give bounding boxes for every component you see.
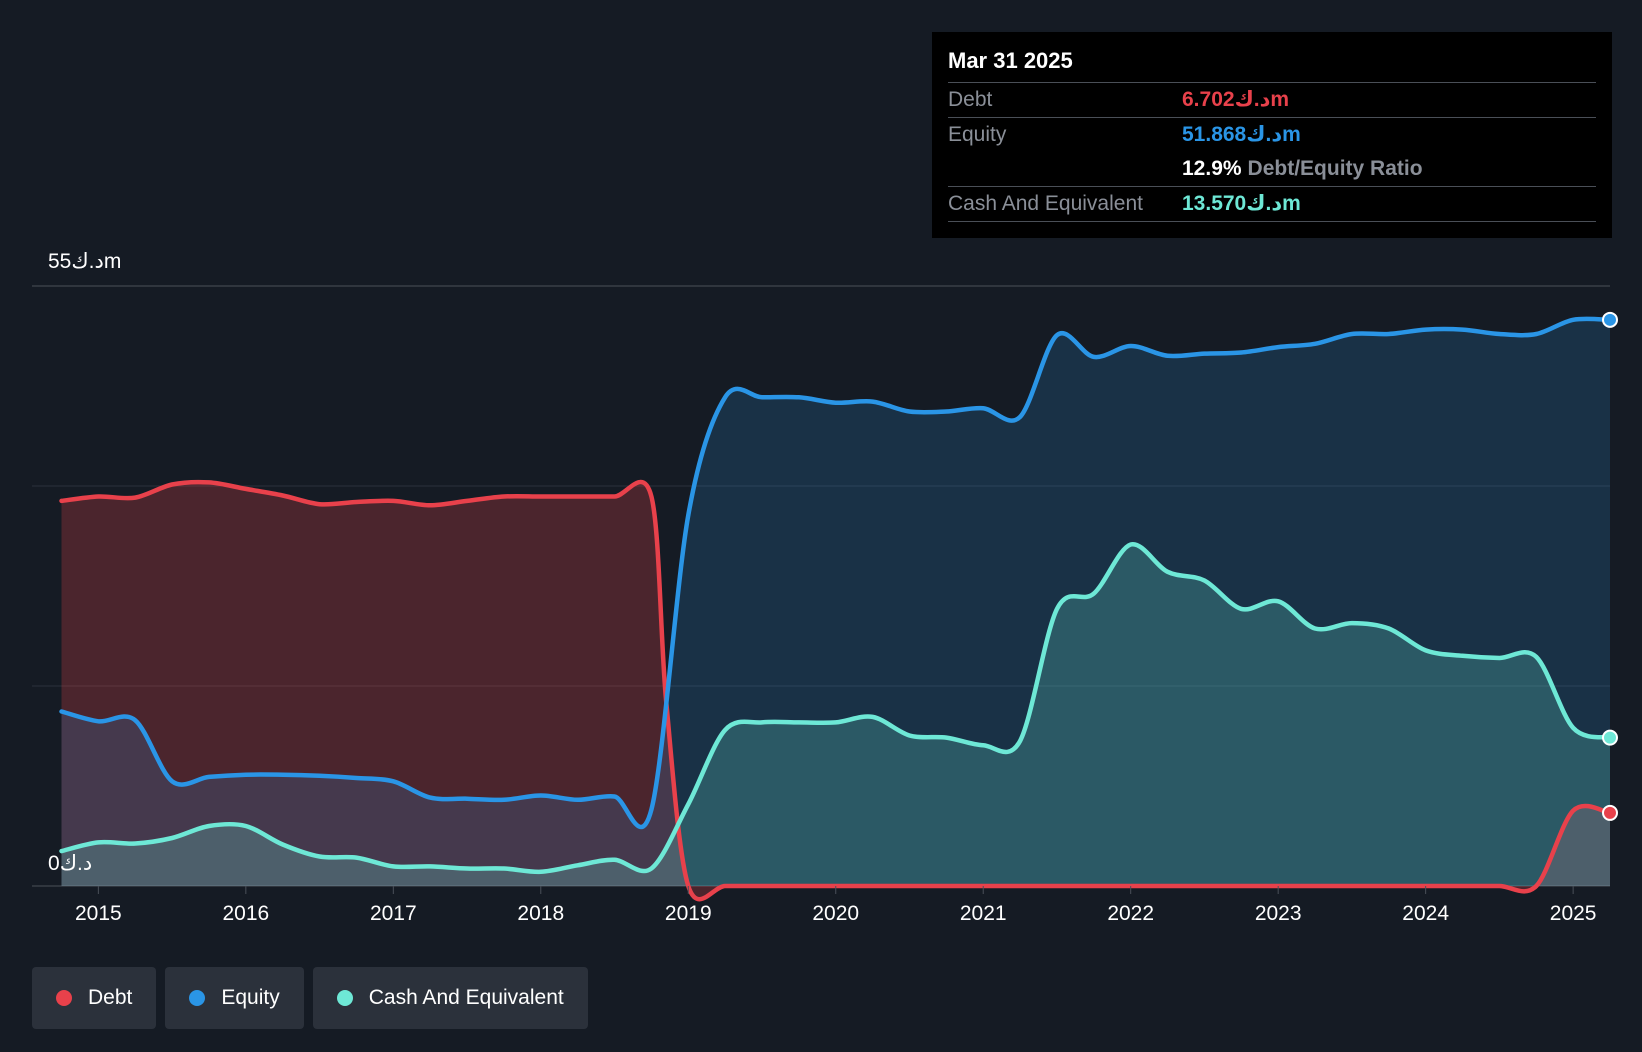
legend-equity-dot: [189, 990, 206, 1006]
chart-lines: [59, 316, 1613, 902]
tooltip-panel: Mar 31 2025 Debt 6.702د.كm Equity 51.868…: [932, 32, 1612, 238]
x-tick-label: 2020: [812, 902, 859, 925]
x-tick-label: 2021: [960, 902, 1007, 925]
x-tick-label: 2015: [75, 902, 122, 925]
tooltip-equity-row: Equity 51.868د.كm: [948, 118, 1596, 152]
chart-areas: [61, 318, 1610, 900]
equity-endpoint: [1602, 311, 1618, 328]
plot-background: [32, 286, 1610, 886]
equity-area: [61, 318, 1610, 886]
debt-area: [61, 482, 1610, 900]
tooltip-date: Mar 31 2025: [948, 46, 1596, 83]
tooltip-cash-value: 13.570د.كm: [1182, 192, 1301, 215]
chart-legend: Debt Equity Cash And Equivalent: [32, 967, 588, 1029]
legend-item-cash[interactable]: Cash And Equivalent: [312, 967, 588, 1029]
series-endpoints: [1602, 311, 1618, 821]
legend-cash-dot: [336, 990, 353, 1006]
x-tick-label: 2016: [222, 902, 269, 925]
x-tick-label: 2017: [370, 902, 417, 925]
tooltip-cash-label: Cash And Equivalent: [948, 192, 1143, 215]
tooltip-debt-value: 6.702د.كm: [1182, 88, 1290, 111]
x-tick-label: 2024: [1402, 902, 1449, 925]
tooltip-debt-label: Debt: [948, 88, 993, 111]
x-axis-ticks: 2015 2016 2017 2018 2019 2020 2021 2022 2023 2024…: [75, 886, 1596, 925]
legend-item-equity[interactable]: Equity: [165, 967, 304, 1029]
tooltip-equity-label: Equity: [948, 123, 1007, 146]
tooltip-ratio-row: 12.9% Debt/Equity Ratio: [948, 152, 1596, 187]
tooltip-ratio-label: Debt/Equity Ratio: [1247, 157, 1423, 180]
legend-equity-label: Equity: [221, 986, 280, 1009]
y-axis-bottom-label: 0د.ك: [48, 852, 93, 875]
debt-endpoint: [1602, 804, 1618, 821]
legend-item-debt[interactable]: Debt: [32, 967, 157, 1029]
x-tick-label: 2019: [665, 902, 712, 925]
tooltip-ratio: 12.9% Debt/Equity Ratio: [1182, 152, 1423, 186]
tooltip-cash-row: Cash And Equivalent 13.570د.كm: [948, 187, 1596, 222]
debt-line: [59, 479, 1613, 902]
cash-endpoint: [1602, 729, 1618, 746]
x-tick-label: 2025: [1550, 902, 1597, 925]
x-tick-label: 2023: [1255, 902, 1302, 925]
legend-debt-label: Debt: [88, 986, 133, 1009]
x-tick-label: 2022: [1107, 902, 1154, 925]
cash-line: [59, 542, 1613, 875]
tooltip-ratio-value: 12.9%: [1182, 157, 1242, 180]
equity-line: [59, 316, 1613, 830]
legend-debt-dot: [56, 990, 72, 1006]
y-axis-top-label: 55د.كm: [48, 250, 122, 273]
tooltip-equity-value: 51.868د.كm: [1182, 123, 1301, 146]
x-tick-label: 2018: [517, 902, 564, 925]
legend-cash-label: Cash And Equivalent: [368, 986, 564, 1009]
chart-grid: [32, 285, 1610, 887]
cash-area: [61, 544, 1610, 886]
tooltip-debt-row: Debt 6.702د.كm: [948, 83, 1596, 118]
